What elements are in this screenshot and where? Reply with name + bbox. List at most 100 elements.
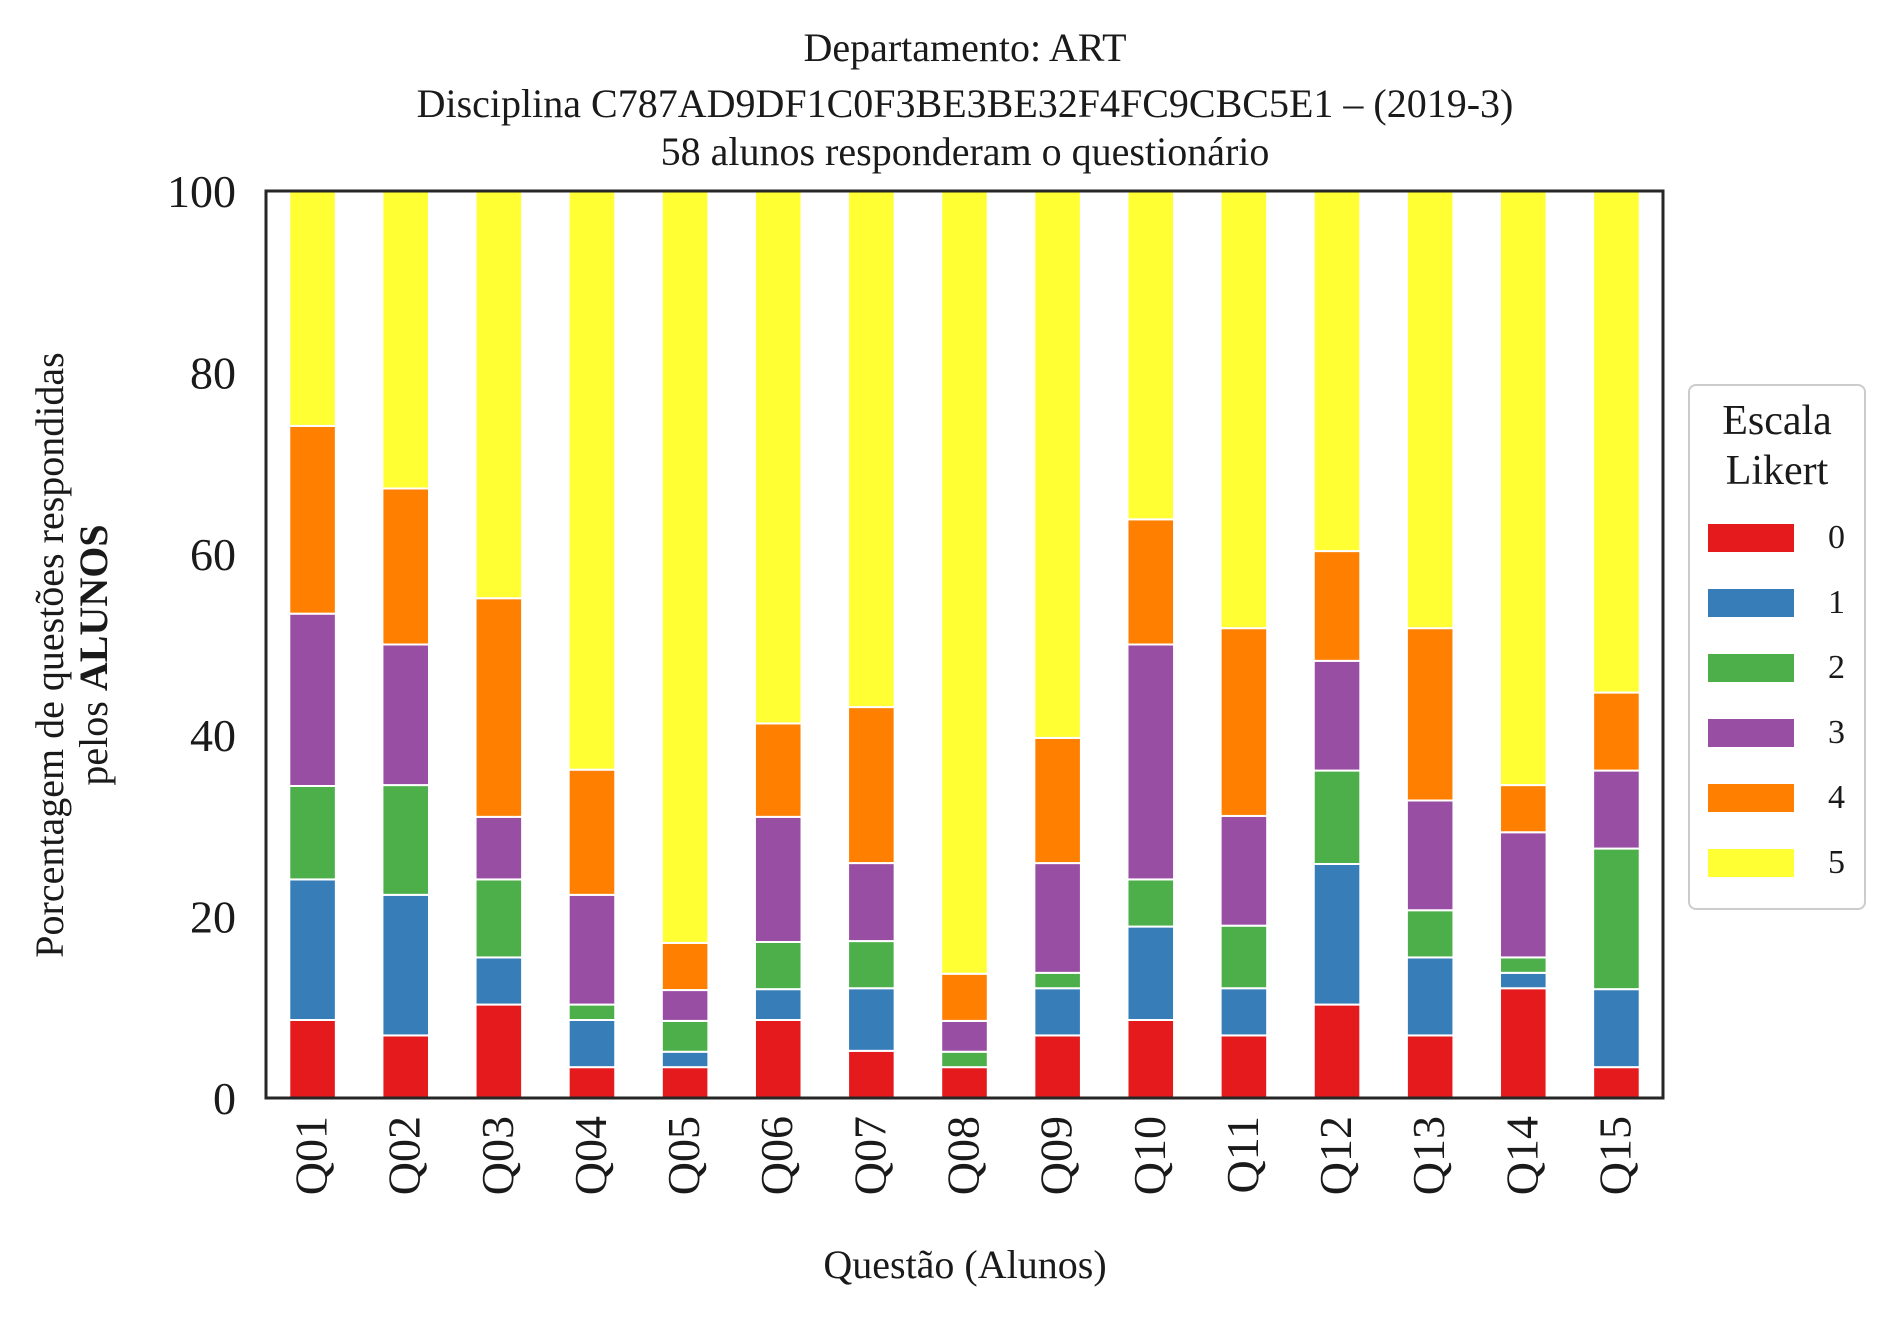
legend-swatch-2	[1708, 654, 1794, 682]
bar-segment-q02-likert-3	[381, 643, 430, 787]
chart-subtitle: 58 alunos responderam o questionário	[660, 129, 1270, 174]
bar-segment-q11-likert-1	[1219, 987, 1269, 1037]
y-tick-label-40: 40	[190, 710, 236, 761]
bar-segment-q09-likert-5	[1033, 190, 1082, 739]
bar-segment-q11-likert-0	[1219, 1034, 1269, 1100]
bar-segment-q09-likert-1	[1033, 987, 1082, 1037]
bar-segment-q02-likert-2	[381, 784, 430, 896]
bar-segment-q10-likert-3	[1126, 643, 1176, 881]
legend-swatch-1	[1708, 589, 1794, 617]
plot-frame	[264, 189, 1665, 1100]
bar-segment-q12-likert-4	[1312, 550, 1362, 662]
bar-segment-q11-likert-2	[1219, 924, 1269, 990]
bar-segment-q06-likert-5	[753, 190, 803, 725]
bar-segment-q07-likert-1	[847, 987, 896, 1052]
bar-segment-q03-likert-3	[474, 815, 524, 881]
bar-segment-q12-likert-5	[1312, 190, 1362, 553]
legend-label-1: 1	[1828, 584, 1845, 621]
bar-segment-q10-likert-5	[1126, 190, 1176, 521]
bar-segment-q14-likert-2	[1499, 956, 1548, 974]
bar-segment-q10-likert-4	[1126, 518, 1176, 646]
bar-segment-q15-likert-0	[1592, 1066, 1641, 1100]
bar-segment-q06-likert-1	[753, 988, 803, 1021]
bar-segment-q07-likert-0	[847, 1049, 896, 1099]
x-axis-label: Questão (Alunos)	[823, 1242, 1107, 1287]
bar-segment-q08-likert-3	[940, 1019, 989, 1053]
bar-segment-q05-likert-5	[660, 190, 710, 944]
bar-segment-q13-likert-1	[1405, 956, 1455, 1037]
bar-segment-q10-likert-2	[1126, 878, 1176, 928]
x-tick-label-q13: Q13	[1403, 1116, 1454, 1195]
bar-segment-q06-likert-2	[753, 941, 803, 991]
bar-segment-q13-likert-0	[1405, 1034, 1455, 1100]
y-tick-label-60: 60	[190, 529, 236, 580]
bar-segment-q07-likert-5	[847, 190, 896, 709]
bar-segment-q05-likert-3	[660, 989, 710, 1022]
bar-segment-q15-likert-4	[1592, 691, 1641, 772]
bar-segment-q12-likert-3	[1312, 659, 1362, 772]
x-tick-label-q15: Q15	[1589, 1116, 1640, 1195]
x-tick-label-q03: Q03	[472, 1116, 523, 1195]
bar-segment-q02-likert-5	[381, 190, 430, 490]
bar-segment-q03-likert-0	[474, 1003, 524, 1100]
bar-segment-q12-likert-2	[1312, 769, 1362, 865]
legend-label-2: 2	[1828, 649, 1845, 686]
legend-title-line-2: Likert	[1725, 448, 1829, 494]
bar-segment-q09-likert-0	[1033, 1034, 1082, 1100]
axis-layer: Q01 Q02 Q03 Q04 Q05 Q06 Q07 Q08 Q09 Q10 Q11 Q12 Q13 Q…	[167, 166, 1640, 1195]
bar-segment-q06-likert-4	[753, 722, 803, 818]
bar-segment-q12-likert-0	[1312, 1003, 1362, 1100]
x-tick-label-q02: Q02	[379, 1116, 430, 1195]
x-tick-label-q11: Q11	[1217, 1116, 1268, 1194]
x-tick-label-q07: Q07	[844, 1116, 895, 1195]
bar-segment-q08-likert-0	[940, 1066, 989, 1100]
bar-segment-q12-likert-1	[1312, 862, 1362, 1006]
bar-segment-q05-likert-4	[660, 941, 710, 992]
bar-segment-q01-likert-4	[288, 424, 337, 615]
bar-segment-q13-likert-2	[1405, 909, 1455, 959]
legend-item-2: 2	[1708, 648, 1858, 688]
bar-segment-q04-likert-4	[567, 768, 617, 896]
bar-segment-q09-likert-3	[1033, 862, 1082, 974]
chart-title-line-1: Departamento: ART	[803, 25, 1127, 70]
bar-segment-q10-likert-1	[1126, 925, 1176, 1022]
bar-segment-q03-likert-2	[474, 878, 524, 959]
bar-segment-q07-likert-2	[847, 940, 896, 990]
bar-segment-q04-likert-1	[567, 1019, 617, 1069]
bar-segment-q01-likert-2	[288, 784, 337, 881]
legend-label-4: 4	[1828, 779, 1845, 816]
chart-title-line-2: Disciplina C787AD9DF1C0F3BE3BE32F4FC9CBC…	[416, 81, 1514, 126]
bar-segment-q13-likert-3	[1405, 799, 1455, 912]
y-tick-label-100: 100	[167, 166, 236, 217]
x-tick-label-q10: Q10	[1124, 1116, 1175, 1195]
legend-label-0: 0	[1828, 519, 1845, 556]
bar-segment-q05-likert-1	[660, 1050, 710, 1069]
bar-segment-q08-likert-5	[940, 190, 989, 975]
bar-segment-q07-likert-4	[847, 706, 896, 865]
bar-segment-q11-likert-3	[1219, 814, 1269, 927]
legend-item-5: 5	[1708, 843, 1858, 883]
bar-segment-q04-likert-2	[567, 1003, 617, 1022]
bar-segment-q15-likert-1	[1592, 988, 1641, 1069]
bar-segment-q15-likert-5	[1592, 190, 1641, 694]
bar-segment-q02-likert-4	[381, 487, 430, 646]
bar-segment-q15-likert-3	[1592, 769, 1641, 850]
x-tick-label-q06: Q06	[751, 1116, 802, 1195]
x-tick-label-q05: Q05	[658, 1116, 709, 1195]
legend-swatch-4	[1708, 784, 1794, 812]
legend: Escala Likert 0 1 2 3 4 5	[1688, 384, 1866, 910]
bar-segment-q01-likert-1	[288, 878, 337, 1021]
x-tick-label-q01: Q01	[286, 1116, 337, 1195]
bar-segment-q01-likert-3	[288, 612, 337, 787]
bar-segment-q14-likert-0	[1499, 987, 1548, 1099]
bar-segment-q11-likert-4	[1219, 627, 1269, 817]
bar-segment-q05-likert-2	[660, 1019, 710, 1053]
bar-segment-q06-likert-0	[753, 1019, 803, 1099]
x-tick-label-q04: Q04	[565, 1116, 616, 1195]
bar-segment-q03-likert-5	[474, 190, 524, 600]
legend-swatch-3	[1708, 719, 1794, 747]
bar-segment-q15-likert-2	[1592, 847, 1641, 991]
bar-segment-q03-likert-1	[474, 956, 524, 1006]
bar-segment-q06-likert-3	[753, 815, 803, 944]
